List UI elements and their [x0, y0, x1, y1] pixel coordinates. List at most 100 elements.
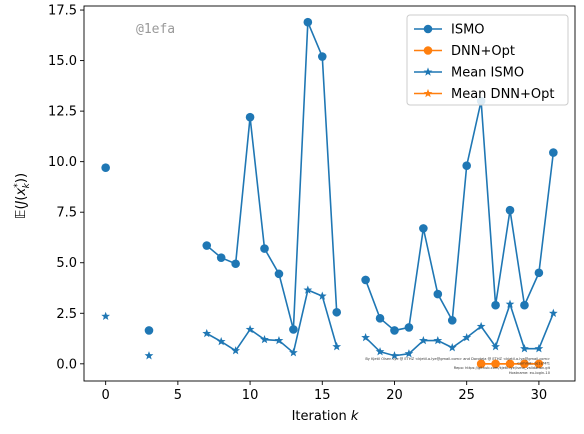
data-point [361, 332, 370, 342]
legend-marker [423, 67, 433, 76]
data-point [303, 17, 313, 27]
data-point [491, 359, 500, 368]
data-point [144, 326, 154, 335]
data-point [534, 268, 544, 278]
x-axis-label: Iteration k [292, 409, 359, 424]
data-point [101, 311, 111, 321]
data-point [303, 285, 313, 294]
data-point [520, 359, 529, 368]
legend-item: ISMO [414, 23, 485, 38]
y-axis-j: J [14, 200, 29, 207]
x-tick-label: 10 [242, 388, 259, 403]
series-mean-dnn-opt [476, 359, 544, 368]
data-point [274, 269, 284, 279]
data-point [404, 323, 414, 332]
y-axis-sub: k [22, 182, 32, 188]
legend-items: ISMO DNN+Opt Mean ISMO Mean DNN+Opt [414, 23, 555, 102]
legend: ISMO DNN+Opt Mean ISMO Mean DNN+Opt [406, 14, 569, 106]
x-tick-label: 30 [531, 388, 548, 403]
plot-frame [83, 5, 576, 382]
data-point [419, 224, 428, 233]
footnote-line: Repo: https://github.com/kjetil-lye/ismo… [454, 366, 551, 370]
legend-marker [423, 88, 433, 98]
data-point [274, 335, 284, 345]
data-point [476, 359, 486, 368]
series-mean-ismo [101, 285, 558, 360]
legend-label: ISMO [451, 23, 485, 38]
data-point [433, 289, 443, 299]
data-point [476, 321, 486, 331]
legend-label: DNN+Opt [451, 44, 515, 59]
data-point [245, 112, 255, 122]
data-point [534, 359, 544, 368]
data-point [390, 351, 399, 360]
x-tick-label: 25 [458, 388, 475, 403]
data-point [101, 163, 110, 173]
data-point [404, 349, 414, 358]
data-point [462, 332, 472, 342]
data-point [491, 342, 500, 351]
y-tick-label: 0.0 [56, 357, 77, 372]
y-axis-expectation: 𝔼( [14, 204, 29, 219]
data-point [231, 346, 241, 355]
y-tick-label: 17.5 [48, 4, 77, 19]
x-axis-label-var: k [351, 409, 359, 424]
y-axis-label: 𝔼(J(x*k)) [13, 173, 32, 219]
data-point [216, 253, 226, 262]
legend-label: Mean ISMO [451, 66, 524, 81]
legend-item: Mean ISMO [414, 66, 524, 81]
x-tick-label: 5 [174, 388, 182, 403]
data-point [289, 325, 298, 334]
ticks-layer: 0 5 10 15 20 25 30 0.0 2.5 5.0 7.5 10.0 12.5 15.0 17.5 [48, 4, 547, 403]
data-point [418, 335, 428, 345]
footnote-line: Commit: 1e1ef4f1 [517, 362, 550, 366]
data-point [361, 275, 370, 285]
y-tick-label: 15.0 [48, 54, 77, 69]
data-point [534, 344, 544, 353]
data-point [505, 299, 515, 308]
data-point [144, 351, 154, 360]
x-tick-label: 15 [314, 388, 331, 403]
data-point [231, 259, 240, 269]
data-point [375, 347, 385, 356]
data-point [260, 334, 269, 344]
legend-marker [423, 46, 433, 55]
data-point [549, 148, 558, 157]
footnote-line: By Kjetil Olsen Lye @ ETHZ <kjetil.o.lye… [365, 357, 550, 361]
data-point [462, 161, 471, 171]
data-point [317, 52, 327, 61]
legend-item: Mean DNN+Opt [414, 87, 555, 102]
y-tick-label: 10.0 [48, 155, 77, 170]
data-point [289, 348, 298, 357]
y-axis-sup: * [13, 183, 23, 188]
data-point [433, 335, 443, 345]
data-point [202, 328, 212, 338]
legend-marker [423, 24, 433, 34]
y-axis-paren: ( [14, 196, 29, 201]
y-tick-label: 2.5 [56, 307, 77, 322]
data-point [332, 342, 342, 351]
data-point [375, 314, 385, 323]
footnote: By Kjetil Olsen Lye @ ETHZ <kjetil.o.lye… [365, 357, 550, 375]
data-point [260, 244, 269, 253]
data-point [520, 300, 529, 310]
data-point [332, 307, 342, 317]
series-line [206, 21, 338, 330]
data-point [505, 205, 515, 215]
x-tick-label: 0 [102, 388, 110, 403]
x-axis-label-text: Iteration [292, 409, 351, 424]
data-point [447, 343, 457, 352]
data-point [491, 300, 500, 310]
y-axis-close: )) [14, 173, 29, 183]
legend-box [406, 14, 569, 106]
y-tick-label: 7.5 [56, 206, 77, 221]
data-point [202, 241, 212, 250]
legend-label: Mean DNN+Opt [451, 87, 555, 102]
data-point [245, 324, 255, 334]
footnote-line: Hostname: eu-login-10 [509, 371, 551, 375]
data-point [216, 336, 226, 346]
y-tick-label: 5.0 [56, 256, 77, 271]
x-tick-label: 20 [386, 388, 403, 403]
data-point [390, 326, 399, 335]
